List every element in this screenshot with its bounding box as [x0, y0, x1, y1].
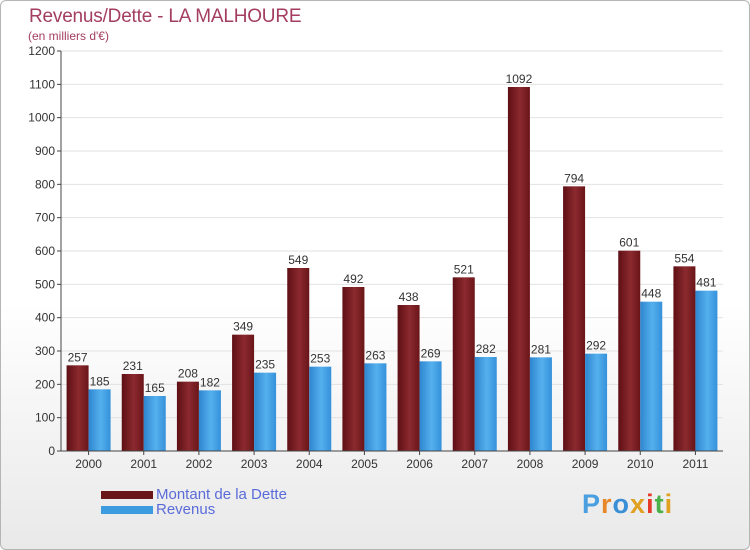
data-label-revenus-2009: 292: [586, 339, 606, 353]
data-label-revenus-2006: 269: [421, 346, 441, 360]
bar-dette-2001: [121, 374, 144, 451]
y-tick-label: 600: [35, 244, 55, 258]
legend-swatch-revenus: [101, 505, 153, 514]
bar-dette-2006: [397, 305, 420, 451]
bar-dette-2009: [563, 186, 586, 452]
y-tick-label: 900: [35, 144, 55, 158]
y-tick-label: 300: [35, 344, 55, 358]
logo-letter: t: [654, 489, 665, 519]
data-label-revenus-2010: 448: [641, 287, 661, 301]
bar-dette-2007: [452, 277, 475, 451]
proxiti-logo: Proxiti: [582, 489, 673, 520]
data-label-revenus-2000: 185: [90, 374, 110, 388]
data-label-dette-2011: 554: [674, 251, 694, 265]
data-label-dette-2008: 1092: [506, 72, 533, 86]
x-tick-label: 2004: [296, 457, 323, 471]
bar-revenus-2001: [143, 396, 166, 451]
x-tick-label: 2002: [186, 457, 213, 471]
x-tick-label: 2008: [517, 457, 544, 471]
data-label-dette-2009: 794: [564, 171, 584, 185]
y-tick-label: 1000: [28, 111, 55, 125]
legend-label-revenus: Revenus: [156, 501, 216, 518]
data-label-revenus-2007: 282: [476, 342, 496, 356]
bar-dette-2004: [287, 268, 310, 451]
y-tick-label: 400: [35, 311, 55, 325]
x-tick-label: 2006: [406, 457, 433, 471]
bar-revenus-2004: [309, 366, 332, 451]
logo-letter: x: [630, 489, 647, 519]
legend-item-dette: Montant de la Dette: [101, 487, 287, 502]
y-tick-label: 100: [35, 411, 55, 425]
data-label-dette-2006: 438: [399, 290, 419, 304]
data-label-revenus-2003: 235: [255, 358, 275, 372]
data-label-dette-2001: 231: [123, 359, 143, 373]
y-tick-label: 700: [35, 211, 55, 225]
chart-title: Revenus/Dette - LA MALHOURE: [29, 6, 302, 27]
x-tick-label: 2000: [75, 457, 102, 471]
data-label-dette-2007: 521: [454, 262, 474, 276]
x-tick-label: 2001: [130, 457, 157, 471]
x-tick-label: 2010: [627, 457, 654, 471]
data-label-dette-2010: 601: [619, 236, 639, 250]
x-tick-label: 2005: [351, 457, 378, 471]
legend-swatch-dette: [101, 490, 153, 499]
bar-revenus-2008: [529, 357, 552, 451]
data-label-revenus-2002: 182: [200, 375, 220, 389]
bar-dette-2005: [342, 287, 365, 451]
data-label-dette-2005: 492: [343, 272, 363, 286]
bar-revenus-2005: [364, 363, 387, 451]
bar-revenus-2009: [585, 353, 608, 451]
data-label-dette-2003: 349: [233, 320, 253, 334]
y-tick-label: 1200: [28, 44, 55, 58]
data-label-dette-2000: 257: [68, 350, 88, 364]
bar-dette-2002: [176, 381, 199, 451]
bar-dette-2000: [66, 365, 89, 451]
bar-revenus-2003: [254, 372, 277, 451]
bar-revenus-2010: [640, 301, 663, 451]
bar-dette-2008: [507, 87, 530, 451]
legend: Montant de la Dette Revenus: [101, 487, 287, 517]
gridlines: [61, 50, 723, 419]
x-tick-label: 2009: [572, 457, 599, 471]
legend-item-revenus: Revenus: [101, 502, 287, 517]
data-label-revenus-2005: 263: [365, 348, 385, 362]
logo-letter: r: [601, 489, 613, 519]
y-tick-label: 200: [35, 377, 55, 391]
y-axis: 0 100 200 300 400 500 600 700 800 900 1000 1100 1200: [28, 44, 62, 458]
data-label-revenus-2004: 253: [310, 352, 330, 366]
data-label-dette-2002: 208: [178, 367, 198, 381]
legend-label-dette: Montant de la Dette: [156, 486, 287, 503]
bar-dette-2011: [673, 266, 696, 451]
x-tick-label: 2003: [241, 457, 268, 471]
x-tick-label: 2011: [683, 457, 709, 471]
y-tick-label: 500: [35, 277, 55, 291]
logo-letter: i: [664, 489, 674, 519]
x-tick-label: 2007: [461, 457, 488, 471]
logo-letter: i: [646, 489, 655, 519]
data-label-revenus-2011: 481: [696, 276, 716, 290]
bar-dette-2003: [232, 334, 255, 451]
chart-subtitle: (en milliers d'€): [28, 29, 109, 43]
x-axis: 2000 2001 2002 2003 2004 2005 2006 2007 2008 2009…: [61, 450, 723, 471]
bar-revenus-2007: [474, 357, 497, 451]
logo-letter: P: [582, 489, 602, 519]
data-label-dette-2004: 549: [288, 253, 308, 267]
bar-revenus-2000: [88, 389, 111, 451]
bar-dette-2010: [618, 250, 641, 451]
bar-revenus-2002: [198, 390, 221, 451]
bar-revenus-2011: [695, 290, 718, 451]
bar-revenus-2006: [419, 361, 442, 451]
y-tick-label: 800: [35, 177, 55, 191]
data-label-revenus-2008: 281: [531, 342, 551, 356]
data-label-revenus-2001: 165: [145, 381, 165, 395]
y-tick-label: 1100: [29, 77, 55, 91]
y-tick-label: 0: [48, 444, 55, 458]
logo-letter: o: [612, 489, 631, 519]
